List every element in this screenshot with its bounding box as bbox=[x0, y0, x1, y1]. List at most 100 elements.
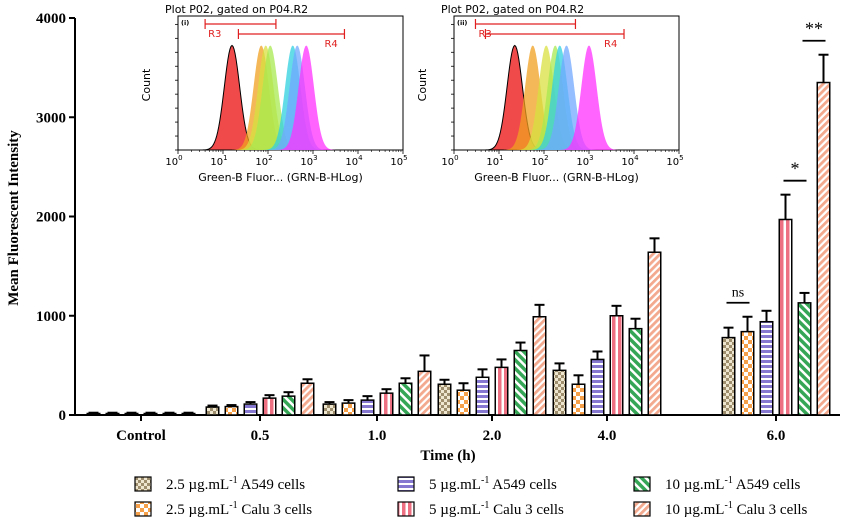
bar bbox=[513, 349, 528, 416]
legend: 2.5 µg.mL-1 A549 cells 2.5 µg.mL-1 Calu 3… bbox=[134, 475, 808, 518]
legend-label: 10 µg.mL-1 A549 cells bbox=[665, 475, 800, 493]
inset-x-tick-label: 104 bbox=[621, 154, 639, 168]
inset-x-tick-label: 100 bbox=[441, 154, 458, 168]
inset-x-tick-label: 102 bbox=[255, 154, 272, 168]
legend-label: 10 µg.mL-1 Calu 3 cells bbox=[665, 500, 808, 518]
inset-x-label: Green-B Fluor... (GRN-B-HLog) bbox=[198, 171, 363, 184]
inset-panel-label: (ii) bbox=[457, 19, 467, 27]
histogram-peak bbox=[275, 45, 337, 151]
bar bbox=[778, 218, 793, 416]
inset-x-label: Green-B Fluor... (GRN-B-HLog) bbox=[474, 171, 639, 184]
bar bbox=[262, 397, 277, 416]
bar bbox=[437, 383, 452, 416]
bar bbox=[143, 412, 158, 416]
legend-label: 2.5 µg.mL-1 A549 cells bbox=[166, 475, 305, 493]
bar bbox=[360, 399, 375, 416]
inset-x-tick-label: 103 bbox=[576, 154, 593, 168]
legend-label: 5 µg.mL-1 Calu 3 cells bbox=[429, 500, 564, 518]
x-tick-label: 6.0 bbox=[767, 428, 786, 444]
bar bbox=[721, 336, 736, 416]
bars bbox=[86, 53, 831, 416]
inset-x-tick-label: 105 bbox=[666, 154, 683, 168]
legend-label: 2.5 µg.mL-1 Calu 3 cells bbox=[166, 500, 312, 518]
bar bbox=[532, 315, 547, 416]
bar bbox=[205, 406, 220, 416]
y-tick-label: 1000 bbox=[36, 309, 66, 325]
bar bbox=[124, 412, 139, 416]
bar bbox=[417, 370, 432, 416]
bar bbox=[281, 395, 296, 416]
bar bbox=[759, 320, 774, 416]
gate-label: R4 bbox=[324, 39, 337, 50]
significance-label: * bbox=[791, 159, 800, 179]
inset-panel-label: (i) bbox=[181, 19, 189, 27]
bar bbox=[105, 412, 120, 416]
bar bbox=[86, 412, 101, 416]
x-tick-label: 2.0 bbox=[483, 428, 502, 444]
inset-histogram-2: Plot P02, gated on P04.R2 (ii) Count Green-… bbox=[416, 3, 684, 184]
bar bbox=[552, 369, 567, 416]
gate-label: R3 bbox=[208, 29, 221, 40]
histogram-peak bbox=[239, 45, 301, 151]
x-tick-label: Control bbox=[116, 428, 166, 444]
legend-swatch bbox=[134, 476, 152, 492]
significance-label: ns bbox=[732, 286, 744, 301]
legend-swatch bbox=[397, 501, 415, 517]
inset-x-tick-label: 104 bbox=[345, 154, 363, 168]
bar bbox=[341, 402, 356, 416]
bar bbox=[647, 251, 662, 416]
inset-histogram-1: Plot P02, gated on P04.R2 (i) Count Green-B… bbox=[140, 3, 408, 184]
x-axis: Control 0.5 1.0 2.0 4.0 6.0 bbox=[75, 414, 840, 444]
inset-x-tick-label: 100 bbox=[165, 154, 182, 168]
y-axis-label: Mean Fluorescent Intensity bbox=[6, 130, 22, 306]
bar bbox=[740, 330, 755, 416]
bar bbox=[456, 389, 471, 416]
significance-label: ** bbox=[805, 19, 823, 39]
inset-x-tick-label: 102 bbox=[531, 154, 548, 168]
legend-swatch bbox=[397, 476, 415, 492]
inset-title: Plot P02, gated on P04.R2 bbox=[165, 3, 308, 16]
y-axis: 0 1000 2000 3000 4000 bbox=[36, 11, 76, 424]
bar bbox=[590, 358, 605, 416]
histogram-peak bbox=[535, 45, 598, 151]
bar bbox=[398, 382, 413, 416]
bar bbox=[609, 315, 624, 416]
bar bbox=[379, 392, 394, 416]
x-tick-label: 0.5 bbox=[251, 428, 270, 444]
bar bbox=[571, 383, 586, 416]
bar bbox=[628, 327, 643, 416]
inset-x-tick-label: 101 bbox=[486, 154, 503, 168]
bar bbox=[816, 81, 831, 416]
inset-y-label: Count bbox=[140, 68, 153, 101]
legend-swatch bbox=[633, 501, 651, 517]
inset-x-tick-label: 103 bbox=[300, 154, 317, 168]
legend-label: 5 µg.mL-1 A549 cells bbox=[429, 475, 557, 493]
main-plot: 0 1000 2000 3000 4000 Control 0.5 1.0 2.0 4.0 6.0… bbox=[6, 11, 840, 464]
y-tick-label: 0 bbox=[59, 408, 67, 424]
y-tick-label: 3000 bbox=[36, 110, 66, 126]
significance-annotations: ns*** bbox=[726, 19, 826, 304]
x-tick-label: 4.0 bbox=[598, 428, 617, 444]
bar bbox=[797, 302, 812, 416]
inset-x-tick-label: 105 bbox=[390, 154, 407, 168]
y-tick-label: 2000 bbox=[36, 210, 66, 226]
x-axis-label: Time (h) bbox=[420, 448, 475, 464]
bar bbox=[162, 412, 177, 416]
histogram-peak bbox=[558, 45, 620, 151]
bar bbox=[243, 403, 258, 416]
bar bbox=[181, 412, 196, 416]
y-tick-label: 4000 bbox=[36, 11, 66, 27]
bar bbox=[322, 403, 337, 416]
legend-swatch bbox=[633, 476, 651, 492]
histogram-peak bbox=[502, 45, 564, 151]
inset-title: Plot P02, gated on P04.R2 bbox=[441, 3, 584, 16]
bar bbox=[224, 405, 239, 416]
bar bbox=[494, 366, 509, 416]
legend-swatch bbox=[134, 501, 152, 517]
bar bbox=[475, 376, 490, 416]
x-tick-label: 1.0 bbox=[368, 428, 387, 444]
inset-y-label: Count bbox=[416, 68, 429, 101]
bar bbox=[300, 382, 315, 416]
inset-x-tick-label: 101 bbox=[210, 154, 227, 168]
